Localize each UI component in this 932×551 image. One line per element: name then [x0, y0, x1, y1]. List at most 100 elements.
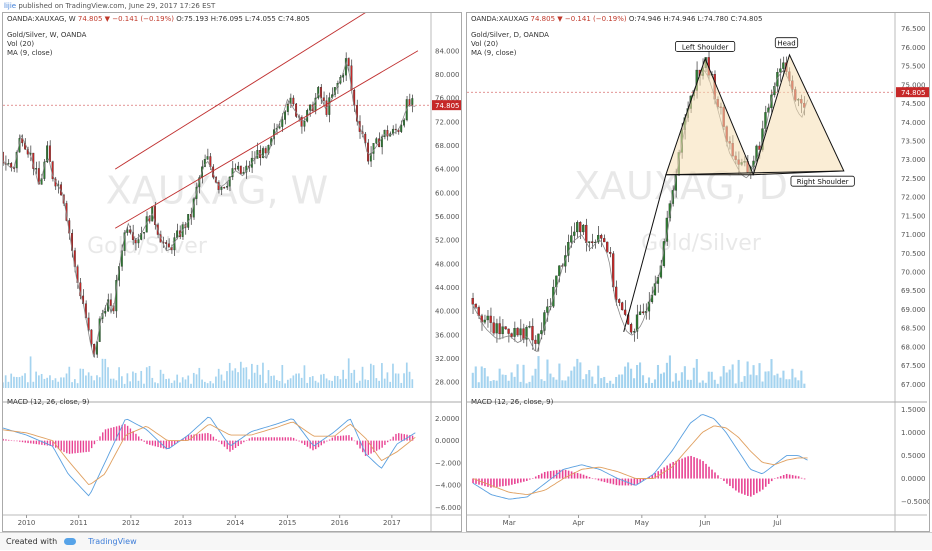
candle-body [779, 68, 782, 73]
volume-bar [256, 364, 259, 388]
volume-bar [87, 372, 90, 388]
volume-bar [129, 381, 132, 388]
volume-bar [650, 382, 654, 388]
volume-bar [644, 383, 648, 388]
volume-bar [273, 375, 275, 388]
macd-histogram-bar [732, 478, 734, 489]
macd-histogram-bar [96, 440, 98, 441]
volume-bar [504, 374, 507, 388]
macd-title[interactable]: MACD (12, 26, close, 9) [7, 398, 90, 406]
macd-histogram-bar [52, 440, 54, 447]
candle-body [498, 323, 501, 335]
macd-histogram-bar [699, 459, 701, 479]
macd-histogram-bar [118, 425, 121, 441]
price-tick-label: 80.000 [435, 71, 460, 79]
left-shoulder-label: Left Shoulder [682, 43, 729, 51]
macd-histogram-bar [788, 474, 791, 479]
candle-body [245, 165, 248, 173]
macd-histogram-bar [791, 475, 794, 479]
volume-bar [561, 380, 564, 388]
macd-histogram-bar [49, 440, 51, 446]
candle-body [408, 99, 411, 105]
macd-histogram-bar [204, 433, 206, 441]
indicator-ma[interactable]: MA (9, close) [7, 49, 53, 57]
macd-histogram-bar [800, 477, 803, 479]
candle-body [281, 119, 284, 127]
macd-histogram-bar [223, 440, 226, 447]
volume-bar [543, 380, 546, 388]
price-tick-label: 71.500 [901, 212, 926, 220]
candle-body [519, 328, 522, 336]
macd-histogram-bar [351, 437, 353, 441]
macd-histogram-bar [149, 440, 151, 445]
candle-body [286, 103, 289, 112]
volume-bar [591, 376, 594, 388]
candle-body [489, 315, 492, 323]
macd-histogram-bar [678, 459, 680, 479]
macd-histogram-bar [5, 439, 7, 441]
volume-bar [145, 367, 148, 388]
volume-bar [29, 356, 32, 388]
indicator-vol[interactable]: Vol (20) [471, 40, 499, 48]
candle-body [7, 163, 10, 165]
candle-body [471, 298, 474, 305]
macd-histogram-bar [226, 440, 228, 450]
macd-histogram-bar [135, 433, 137, 441]
candle-body [558, 265, 561, 277]
weekly-chart-svg[interactable]: XAUXAG, W Gold/Silver 84.000 80.000 76.000 72… [3, 13, 462, 532]
price-tick-label: 76.500 [901, 25, 926, 33]
tradingview-logo-link[interactable]: TradingView [88, 537, 137, 546]
daily-chart-svg[interactable]: XAUXAG, DGold/Silver76.50076.00075.50075… [467, 13, 930, 532]
volume-bar [537, 356, 540, 388]
volume-bar [594, 383, 597, 388]
volume-bar [60, 377, 62, 388]
volume-bar [206, 383, 209, 388]
series-title[interactable]: Gold/Silver, D, OANDA [471, 31, 549, 39]
candle-body [217, 182, 220, 190]
indicator-ma[interactable]: MA (9, close) [471, 49, 517, 57]
macd-histogram-bar [27, 440, 29, 444]
candle-body [303, 121, 306, 127]
daily-chart-pane[interactable]: XAUXAG, D Gold/Silver 76.500 76.000 75.500 75… [466, 12, 930, 532]
candle-body [522, 328, 525, 340]
volume-bar [734, 383, 737, 388]
macd-histogram-bar [237, 440, 239, 447]
macd-histogram-bar [400, 433, 403, 441]
author-link[interactable]: lijie [4, 2, 17, 10]
indicator-vol[interactable]: Vol (20) [7, 40, 35, 48]
macd-title[interactable]: MACD (12, 26, close, 9) [471, 398, 554, 406]
volume-bar [576, 358, 579, 388]
volume-bar [289, 378, 292, 388]
candle-body [320, 87, 322, 98]
volume-bar [740, 381, 743, 388]
macd-histogram-bar [151, 440, 154, 446]
macd-histogram-bar [21, 440, 24, 443]
macd-histogram-bar [654, 473, 657, 479]
candle-body [300, 116, 303, 127]
left-shoulder-label-box [675, 41, 736, 52]
weekly-chart-pane[interactable]: XAUXAG, W Gold/Silver 84.000 80.000 76.000 72… [2, 12, 462, 532]
uptrend-line [623, 174, 667, 332]
volume-bar [722, 366, 725, 388]
macd-histogram-bar [85, 440, 87, 453]
macd-histogram-bar [499, 478, 501, 487]
volume-bar [800, 370, 803, 388]
volume-bar [195, 374, 198, 388]
time-tick-label: 2012 [122, 519, 140, 527]
volume-bar [18, 377, 21, 388]
volume-bar [179, 382, 181, 388]
macd-histogram-bar [472, 478, 474, 484]
volume-bar [342, 369, 345, 388]
head-label: Head [777, 40, 795, 48]
candle-body [546, 306, 549, 313]
macd-histogram-bar [68, 440, 71, 454]
volume-bar [121, 376, 123, 388]
right-shoulder-label: Right Shoulder [797, 178, 849, 186]
macd-histogram-bar [173, 440, 176, 445]
candle-body [317, 87, 320, 99]
series-title[interactable]: Gold/Silver, W, OANDA [7, 31, 87, 39]
candle-body [623, 309, 627, 315]
macd-histogram-bar [708, 466, 710, 479]
macd-histogram-bar [115, 426, 118, 441]
price-tick-label: 44.000 [435, 284, 460, 292]
